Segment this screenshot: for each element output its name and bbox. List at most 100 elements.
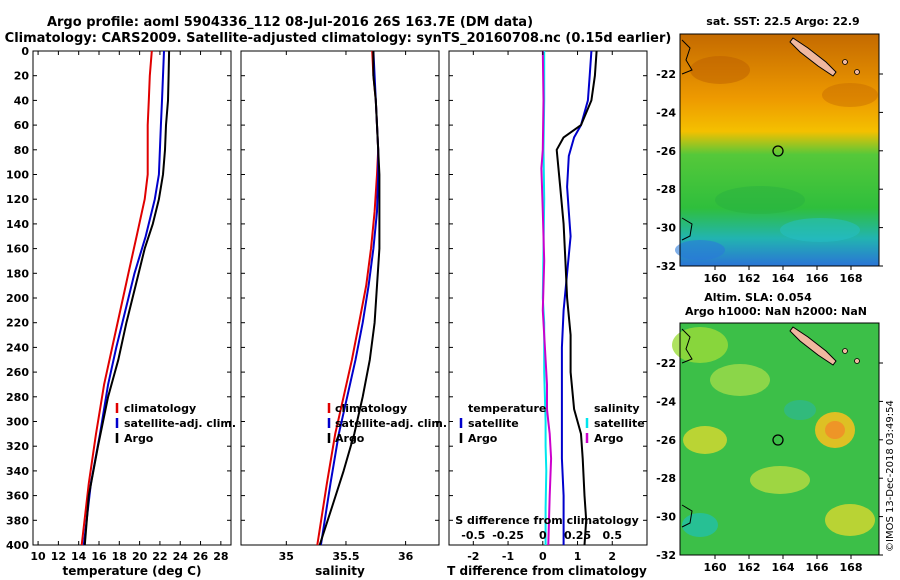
temperature-xlabel: temperature (deg C) <box>63 564 202 578</box>
figure-title-line2: Climatology: CARS2009. Satellite-adjuste… <box>5 31 672 46</box>
sla-map <box>672 322 880 556</box>
sst-reef-contour <box>681 217 693 241</box>
sla-reef-contour <box>681 328 693 364</box>
depth-tick-label: 300 <box>6 416 29 429</box>
difference-xlabel: T difference from climatology <box>447 564 647 578</box>
sst-cyan-patch <box>780 218 860 242</box>
map-lon-label: 164 <box>772 561 795 574</box>
difference-xticks: -2 -1 0 1 2 <box>467 51 616 563</box>
depth-tick-label: 200 <box>6 292 29 305</box>
series-line-s-argo <box>540 50 553 546</box>
map-lat-label: -32 <box>656 549 676 562</box>
map-lon-label: 168 <box>840 561 863 574</box>
legend-label-satellite: satellite-adj. clim. <box>335 417 447 430</box>
x-tick-label: 35 <box>279 550 294 563</box>
depth-tick-label: 380 <box>6 514 29 527</box>
depth-tick-label: 80 <box>14 144 30 157</box>
sst-reef-contour <box>681 39 693 75</box>
sla-island-new-caledonia <box>789 326 837 366</box>
imos-credit: ©IMOS 13-Dec-2018 03:49:54 <box>885 400 896 552</box>
legend-label-climatology: climatology <box>335 402 407 415</box>
map-lon-label: 162 <box>738 561 761 574</box>
legend-label-argo: Argo <box>124 432 154 445</box>
sla-map-xticks: 160 162 164 166 168 <box>704 555 863 574</box>
depth-tick-label: 40 <box>14 94 30 107</box>
series-line-t-argo <box>555 50 598 546</box>
map-lon-label: 168 <box>840 272 863 285</box>
sla-reef-contour <box>681 504 693 528</box>
sst-map-yticks: -22 -24 -26 -28 -30 -32 <box>656 68 883 273</box>
sst-map-xticks: 160 162 164 166 168 <box>704 266 863 285</box>
map-lat-label: -24 <box>656 395 676 408</box>
depth-tick-label: 240 <box>6 341 29 354</box>
salinity-series <box>316 50 381 546</box>
x-tick-label: 26 <box>193 550 209 563</box>
sla-low-patch <box>682 513 718 537</box>
depth-tick-label: 340 <box>6 465 29 478</box>
legend-label-argo: Argo <box>335 432 365 445</box>
difference-temperature-legend: temperature satellite Argo <box>459 402 546 445</box>
depth-tick-label: 140 <box>6 218 29 231</box>
x-tick-label: 35.5 <box>332 550 359 563</box>
depth-tick-label: 120 <box>6 193 29 206</box>
s-diff-tick-label: -0.5 <box>461 529 485 542</box>
sst-warm-patch <box>822 83 878 107</box>
sla-patch <box>750 466 810 494</box>
map-lat-label: -28 <box>656 472 676 485</box>
difference-salinity-xticks: -0.5 -0.25 0 0.25 0.5 <box>461 529 622 542</box>
s-diff-tick-label: 0.25 <box>564 529 591 542</box>
map-lat-label: -32 <box>656 260 676 273</box>
series-line-satellite-adj-clim- <box>82 50 165 546</box>
depth-tick-label: 220 <box>6 317 29 330</box>
map-lon-label: 160 <box>704 561 727 574</box>
depth-axis: 0 20 40 60 80 100 120 140 160 180 200 220 240 260 280 3… <box>6 45 647 552</box>
salinity-legend: climatology satellite-adj. clim. Argo <box>327 402 447 445</box>
sst-island-loyalty <box>842 59 848 65</box>
x-tick-label: 2 <box>608 550 616 563</box>
figure-title-line1: Argo profile: aoml 5904336_112 08-Jul-20… <box>47 15 533 30</box>
legend-label-t-satellite: satellite <box>468 417 519 430</box>
sla-argo-position-marker <box>772 434 784 446</box>
legend-label-climatology: climatology <box>124 402 196 415</box>
legend-label-satellite: satellite-adj. clim. <box>124 417 236 430</box>
sst-island-loyalty <box>854 69 860 75</box>
temperature-series <box>80 50 171 546</box>
sst-blue-patch <box>675 240 725 260</box>
series-line-argo <box>83 50 171 546</box>
map-lon-label: 164 <box>772 272 795 285</box>
legend-label-t-argo: Argo <box>468 432 498 445</box>
sst-warm-patch <box>690 56 750 84</box>
depth-tick-label: 180 <box>6 267 29 280</box>
sst-map <box>675 33 880 267</box>
x-tick-label: 36 <box>398 550 414 563</box>
sst-map-title: sat. SST: 22.5 Argo: 22.9 <box>706 15 859 28</box>
salinity-plot-frame <box>240 50 440 546</box>
map-lon-label: 160 <box>704 272 727 285</box>
map-lon-label: 166 <box>806 272 829 285</box>
difference-salinity-xlabel: S difference from climatology <box>455 514 639 527</box>
difference-series <box>540 50 598 546</box>
difference-salinity-legend: salinity satellite Argo <box>585 402 645 445</box>
x-tick-label: -2 <box>467 550 479 563</box>
depth-tick-label: 0 <box>21 45 29 58</box>
map-lon-label: 162 <box>738 272 761 285</box>
x-tick-label: 20 <box>132 550 148 563</box>
sla-island-loyalty <box>842 348 848 354</box>
map-lat-label: -28 <box>656 183 676 196</box>
series-line-climatology <box>80 50 153 546</box>
sst-map-frame <box>679 33 880 267</box>
x-tick-label: 12 <box>51 550 66 563</box>
sla-high-core <box>825 421 845 439</box>
x-tick-label: -1 <box>502 550 514 563</box>
map-lat-label: -22 <box>656 357 676 370</box>
depth-tick-label: 260 <box>6 366 29 379</box>
sla-patch <box>683 426 727 454</box>
temperature-xticks: 10 12 14 16 18 20 22 24 26 28 <box>30 51 229 563</box>
sla-patch <box>710 364 770 396</box>
x-tick-label: 18 <box>112 550 127 563</box>
sst-green-patch <box>715 186 805 214</box>
s-diff-tick-label: 0.5 <box>603 529 623 542</box>
map-lat-label: -26 <box>656 145 676 158</box>
sla-patch <box>825 504 875 536</box>
